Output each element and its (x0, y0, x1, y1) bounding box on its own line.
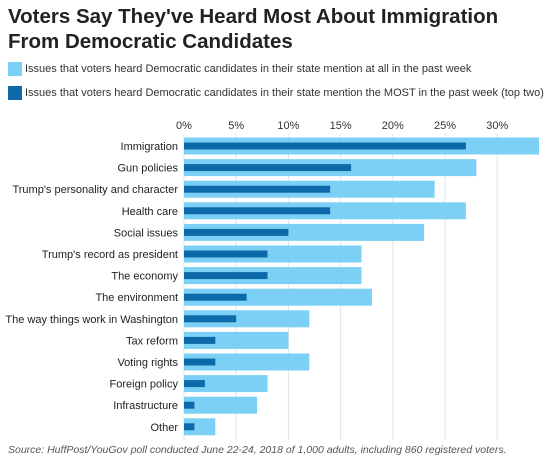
bar-mention-at-all (184, 245, 362, 263)
category-label: Infrastructure (113, 400, 178, 412)
legend-item-mention-at-all: Issues that voters heard Democratic cand… (8, 62, 471, 76)
bar-mention-most (184, 228, 289, 236)
bar-mention-at-all (184, 223, 425, 241)
x-tick-label: 30% (486, 120, 508, 132)
category-label: Health care (122, 206, 178, 218)
legend-item-mention-most: Issues that voters heard Democratic cand… (8, 86, 544, 100)
bar-mention-most (184, 423, 195, 431)
category-label: The economy (111, 271, 178, 283)
bar-mention-most (184, 185, 331, 193)
legend-label-mention-at-all: Issues that voters heard Democratic cand… (25, 63, 472, 75)
category-label: The way things work in Washington (5, 314, 178, 326)
legend-swatch-light-blue (8, 62, 22, 76)
category-label: Social issues (114, 227, 179, 239)
bar-mention-at-all (184, 288, 372, 306)
category-label: Trump's record as president (42, 249, 178, 261)
category-label: Foreign policy (110, 379, 179, 391)
category-label: Voting rights (117, 357, 178, 369)
chart-title: Voters Say They've Heard Most About Immi… (8, 5, 499, 53)
category-label: Gun policies (117, 163, 178, 175)
x-tick-label: 20% (382, 120, 404, 132)
bar-mention-most (184, 336, 216, 344)
x-tick-label: 25% (434, 120, 456, 132)
bar-mention-at-all (184, 375, 268, 393)
x-tick-label: 10% (277, 120, 299, 132)
bar-mention-most (184, 315, 237, 323)
bar-chart: 0% 5% 10% 15% 20% 25% 30% Immigration Gun polici… (5, 120, 539, 440)
bar-mention-most (184, 164, 352, 172)
bar-mention-most (184, 380, 205, 388)
bar-mention-most (184, 358, 216, 366)
bar-mention-at-all (184, 353, 310, 371)
bar-mention-most (184, 272, 268, 280)
source-note: Source: HuffPost/YouGov poll conducted J… (8, 444, 507, 456)
bar-mention-most (184, 401, 195, 409)
bar-mention-most (184, 250, 268, 258)
category-label: The environment (95, 292, 178, 304)
bar-mention-most (184, 142, 466, 150)
legend-swatch-dark-blue (8, 86, 22, 100)
x-tick-label: 15% (330, 120, 352, 132)
bar-mention-at-all (184, 331, 289, 349)
bar-mention-most (184, 293, 247, 301)
x-tick-label: 0% (176, 120, 192, 132)
category-label: Trump's personality and character (12, 184, 178, 196)
category-label: Other (150, 422, 178, 434)
x-tick-label: 5% (228, 120, 244, 132)
bar-mention-at-all (184, 267, 362, 285)
category-label: Tax reform (126, 335, 178, 347)
legend-label-mention-most: Issues that voters heard Democratic cand… (25, 87, 544, 99)
bar-mention-at-all (184, 310, 310, 328)
category-label: Immigration (121, 141, 178, 153)
bar-mention-at-all (184, 396, 258, 414)
bar-mention-at-all (184, 418, 216, 436)
bar-mention-most (184, 207, 331, 215)
